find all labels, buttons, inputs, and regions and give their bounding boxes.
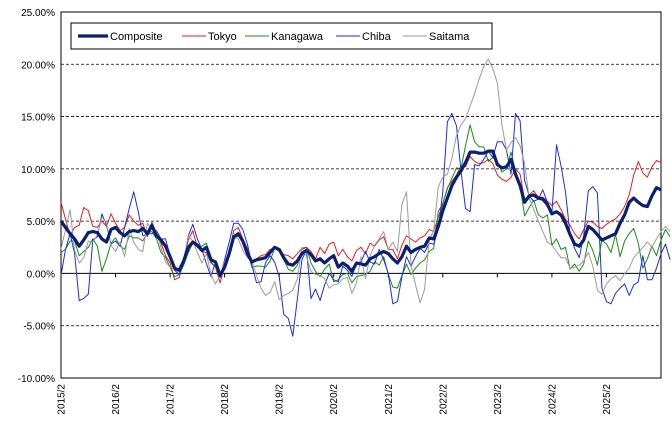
x-tick-label: 2020/2 <box>329 384 340 415</box>
y-tick-label: 20.00% <box>21 60 55 71</box>
series-line-tokyo <box>60 155 662 284</box>
plot-area <box>60 11 662 379</box>
y-tick-label: -5.00% <box>23 322 55 333</box>
series-line-chiba <box>60 112 671 337</box>
x-tick-label: 2023/2 <box>493 384 504 415</box>
y-tick-label: 25.00% <box>21 8 55 19</box>
y-axis-tick-labels: 25.00% 20.00% 15.00% 10.00% 5.00% 0.00% -5.00%… <box>18 8 55 385</box>
legend-label-composite: Composite <box>110 31 163 43</box>
x-tick-label: 2018/2 <box>220 384 231 415</box>
series-line-composite <box>59 149 662 278</box>
legend-label-chiba: Chiba <box>362 31 392 43</box>
x-tick-label: 2024/2 <box>547 384 558 415</box>
legend-label-kanagawa: Kanagawa <box>271 31 324 43</box>
x-tick-label: 2025/2 <box>602 384 613 415</box>
legend-label-saitama: Saitama <box>429 31 470 43</box>
y-tick-label: 10.00% <box>21 165 55 176</box>
series-line-kanagawa <box>60 124 671 289</box>
legend: Composite Tokyo Kanagawa Chiba Saitama <box>70 22 493 50</box>
x-tick-label: 2021/2 <box>384 384 395 415</box>
legend-label-tokyo: Tokyo <box>208 31 237 43</box>
x-tick-label: 2015/2 <box>57 384 68 415</box>
series-lines <box>59 58 671 337</box>
y-tick-label: 5.00% <box>27 217 55 228</box>
x-axis-tick-labels: 2015/2 2016/2 2017/2 2018/2 2019/2 2020/2 2021… <box>57 273 613 415</box>
series-line-saitama <box>60 58 671 304</box>
x-tick-label: 2019/2 <box>275 384 286 415</box>
y-tick-label: 15.00% <box>21 113 55 124</box>
x-tick-label: 2017/2 <box>166 384 177 415</box>
gridlines <box>61 63 661 327</box>
x-tick-label: 2016/2 <box>111 384 122 415</box>
x-tick-label: 2022/2 <box>438 384 449 415</box>
y-tick-label: -10.00% <box>18 374 55 385</box>
y-tick-label: 0.00% <box>27 269 55 280</box>
